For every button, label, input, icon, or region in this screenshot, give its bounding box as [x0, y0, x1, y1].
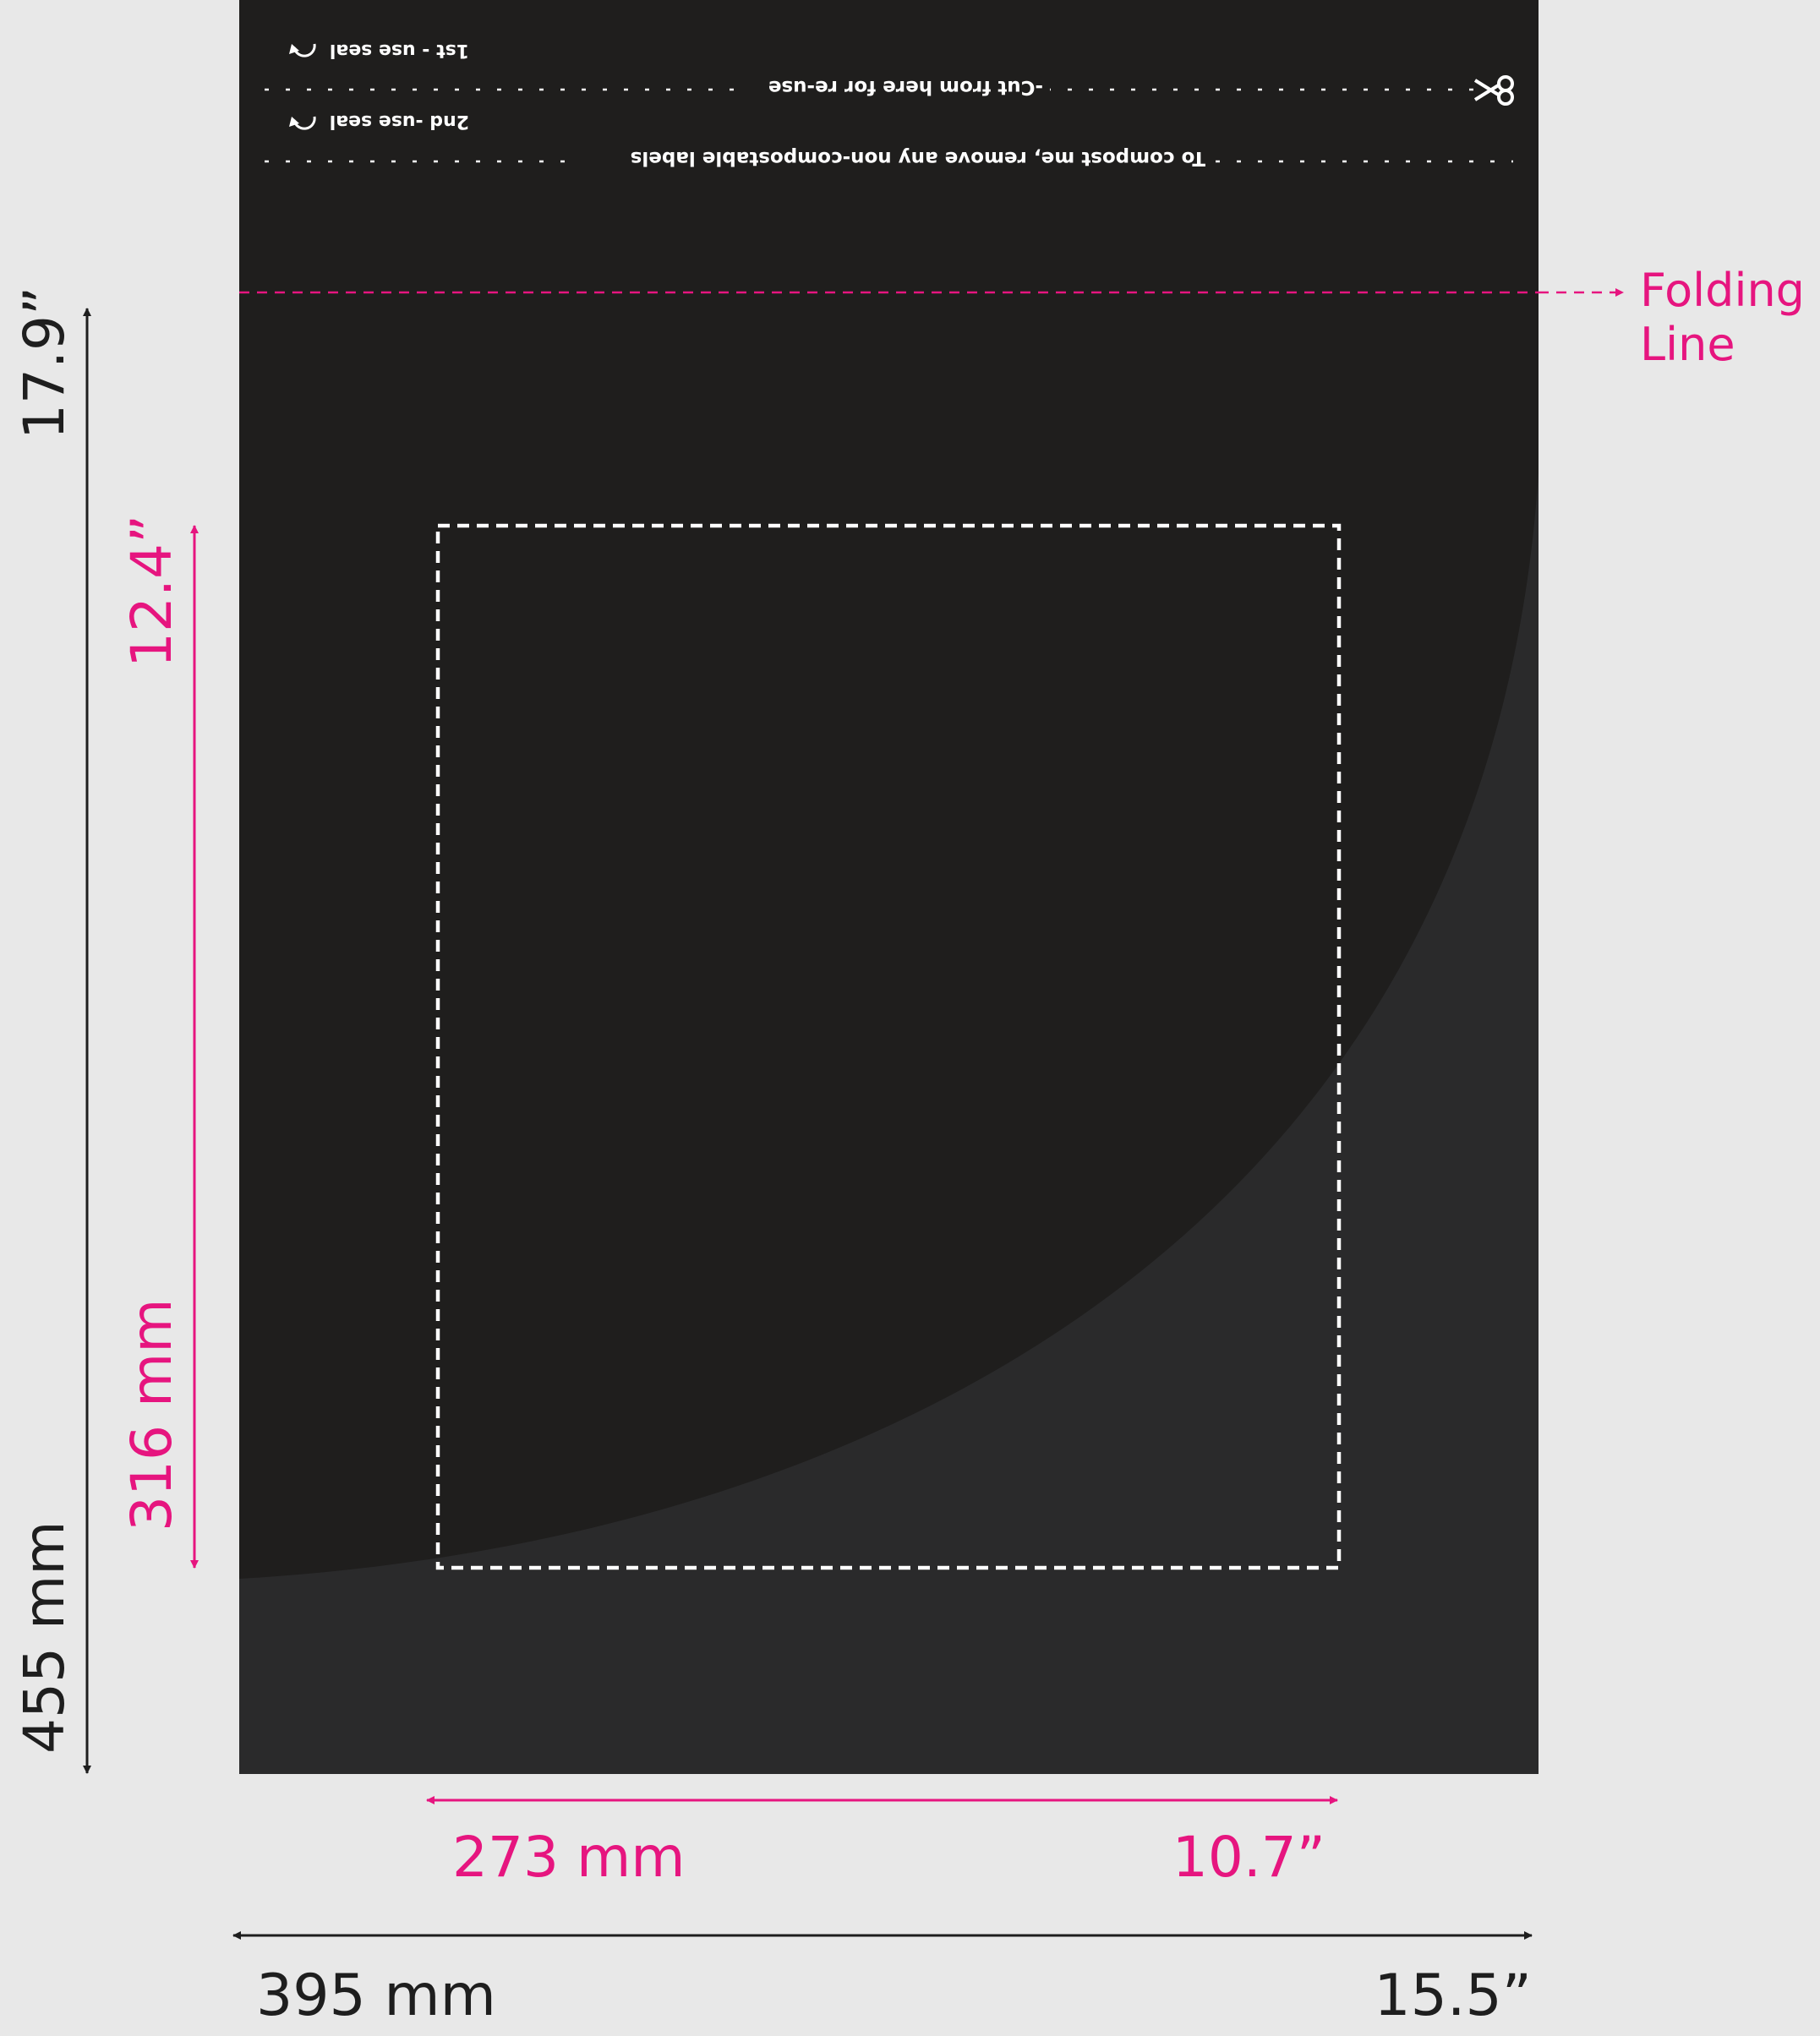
pouch-panel [239, 0, 1539, 1774]
total-height-dimension: 17.9” 455 mm [12, 287, 91, 1774]
print-width-mm: 273 mm [452, 1825, 686, 1890]
compost-label-group: To compost me, remove any non-compostabl… [568, 145, 1212, 176]
total-width-in: 15.5” [1374, 1962, 1532, 2029]
print-height-mm: 316 mm [119, 1298, 184, 1531]
panel-top-section: 1st - use seal -Cut from here for re-use… [265, 39, 1514, 176]
print-height-in: 12.4” [119, 515, 184, 668]
scissors-icon [1473, 75, 1514, 106]
print-height-dimension: 12.4” 316 mm [119, 515, 199, 1569]
seal-first-label: 1st - use seal [330, 40, 469, 61]
seal-first-label-group: 1st - use seal [287, 39, 482, 68]
reseal-icon-1 [289, 43, 316, 57]
total-height-mm: 455 mm [12, 1520, 77, 1754]
print-area-outline [435, 523, 1342, 1570]
total-width-dimension: 395 mm 15.5” [232, 1931, 1533, 2029]
panel-curve-shape [239, 473, 1539, 1774]
seal-second-label-group: 2nd -use seal [287, 110, 482, 139]
seal-second-label: 2nd -use seal [330, 111, 469, 132]
folding-line-label-2: Line [1640, 318, 1735, 371]
total-width-mm: 395 mm [256, 1962, 496, 2029]
total-height-in: 17.9” [12, 287, 77, 439]
cut-label: -Cut from here for re-use [768, 76, 1043, 98]
print-width-in: 10.7” [1172, 1825, 1325, 1890]
cut-label-group: -Cut from here for re-use [741, 74, 1050, 105]
folding-line: Folding Line [239, 264, 1805, 371]
folding-line-label-1: Folding [1640, 264, 1805, 317]
print-width-dimension: 273 mm 10.7” [426, 1796, 1338, 1890]
reseal-icon-2 [289, 116, 316, 130]
compost-label: To compost me, remove any non-compostabl… [631, 147, 1205, 169]
